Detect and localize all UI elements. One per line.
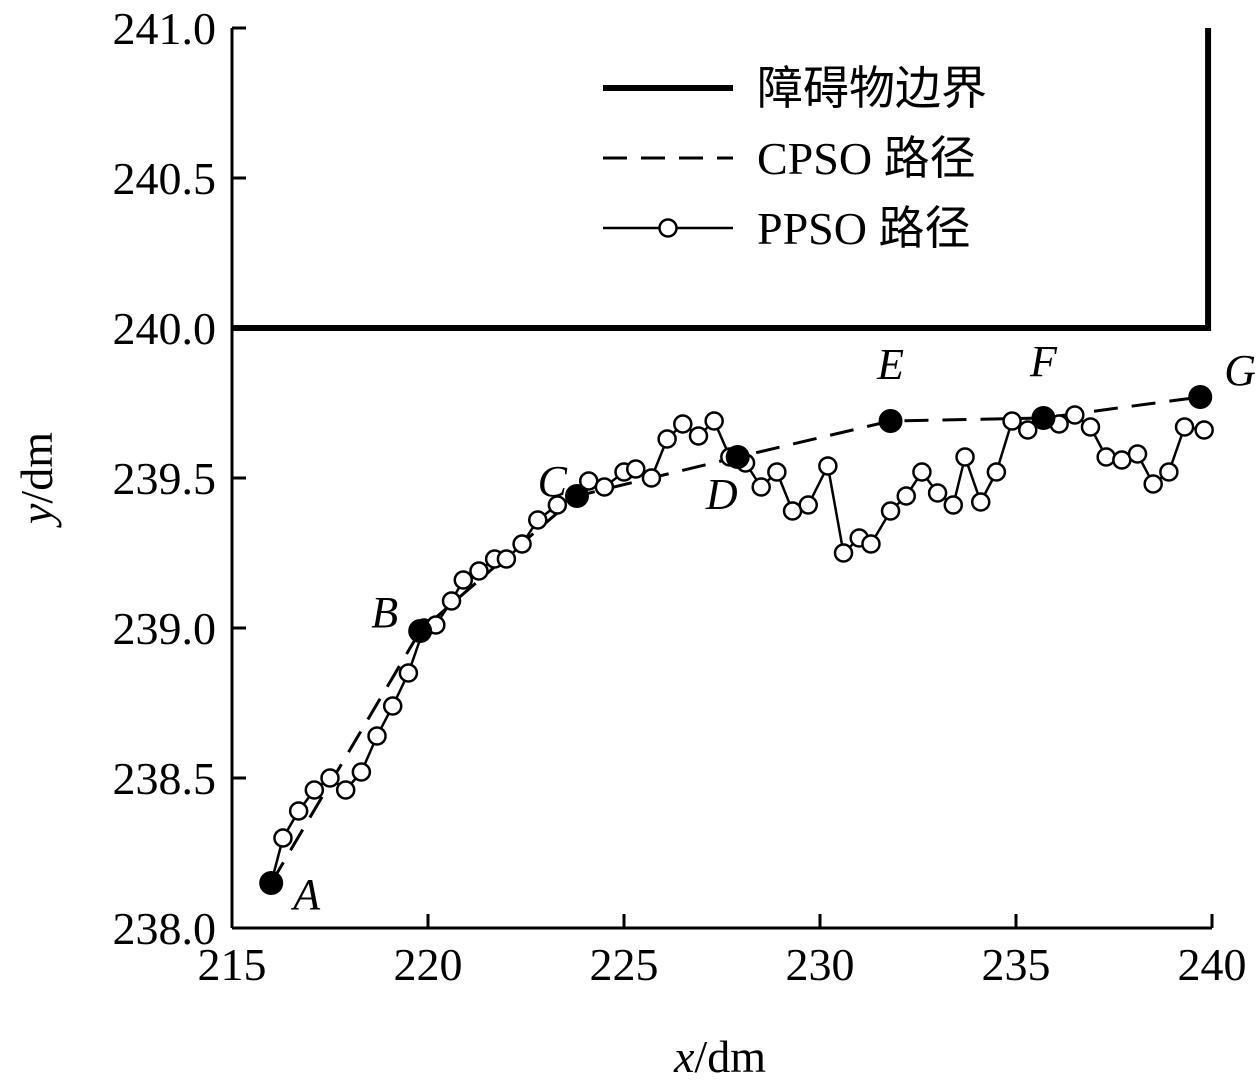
- legend-label-ppso: PPSO 路径: [757, 203, 970, 254]
- ppso-point: [1174, 417, 1195, 437]
- ppso-point: [1194, 420, 1214, 440]
- ppso-point: [970, 492, 991, 512]
- key-point-label: G: [1224, 346, 1256, 395]
- ppso-point: [986, 462, 1007, 482]
- ppso-point: [528, 510, 548, 530]
- key-point-f: [1031, 406, 1056, 430]
- y-tick-label: 240.0: [113, 303, 217, 354]
- ppso-point: [288, 801, 309, 821]
- y-tick-label: 239.5: [113, 453, 217, 504]
- y-tick-label: 240.5: [113, 153, 217, 204]
- ppso-point: [896, 486, 916, 506]
- key-point-e: [878, 409, 903, 433]
- ppso-point: [767, 462, 787, 482]
- obstacle-boundary-layer: [232, 28, 1212, 331]
- ppso-point: [367, 726, 387, 746]
- ppso-point: [818, 456, 838, 476]
- ppso-point: [955, 447, 975, 467]
- ppso-point: [704, 411, 724, 431]
- key-point-label: A: [290, 870, 321, 919]
- ppso-point: [351, 762, 372, 782]
- axes: 215 220 225 230 235 240 238.0 238.5 239.0 239.5 24…: [113, 3, 1247, 990]
- ppso-point: [641, 468, 662, 488]
- ppso-point: [626, 459, 646, 479]
- key-points-layer: A B C D E F G: [259, 337, 1256, 919]
- ppso-point: [1002, 411, 1022, 431]
- x-tick-label: 235: [982, 939, 1051, 990]
- ppso-point: [688, 426, 709, 446]
- ppso-point: [1159, 462, 1179, 482]
- key-point-label: B: [371, 588, 398, 637]
- x-tick-label: 240: [1178, 939, 1247, 990]
- key-point-a: [259, 871, 284, 895]
- ppso-point: [273, 828, 293, 848]
- ppso-point: [304, 780, 325, 800]
- ppso-point: [657, 429, 677, 449]
- ppso-point: [382, 696, 403, 716]
- legend-ppso-marker: [658, 218, 678, 238]
- legend-label-obstacle: 障碍物边界: [757, 63, 987, 114]
- ppso-point: [320, 768, 340, 788]
- key-point-label: E: [876, 340, 904, 389]
- ppso-point: [594, 477, 615, 497]
- ppso-point: [943, 495, 964, 515]
- x-tick-label: 215: [198, 939, 267, 990]
- ppso-point: [861, 534, 881, 554]
- ppso-point: [335, 780, 356, 800]
- key-point-b: [408, 619, 433, 643]
- x-tick-label: 220: [394, 939, 463, 990]
- ppso-point: [798, 495, 818, 515]
- ppso-point: [751, 477, 771, 497]
- ppso-point: [547, 495, 568, 515]
- ppso-point: [496, 549, 517, 569]
- ppso-point: [673, 414, 693, 434]
- legend: 障碍物边界 CPSO 路径 PPSO 路径: [603, 63, 987, 254]
- key-point-c: [564, 484, 589, 508]
- ppso-point: [1065, 405, 1085, 425]
- key-point-label: C: [538, 457, 568, 506]
- ppso-point: [833, 543, 854, 563]
- obstacle-boundary-line: [232, 28, 1212, 331]
- key-point-d: [725, 445, 750, 469]
- y-tick-label: 238.5: [113, 753, 217, 804]
- y-tick-label: 241.0: [113, 3, 217, 54]
- ppso-point: [1018, 420, 1038, 440]
- key-point-g: [1188, 385, 1213, 409]
- y-tick-label: 238.0: [113, 903, 217, 954]
- y-axis-title: y/dm: [11, 432, 62, 528]
- ppso-point: [1127, 444, 1148, 464]
- ppso-point: [441, 591, 462, 611]
- key-point-label: D: [705, 470, 738, 519]
- legend-label-cpso: CPSO 路径: [757, 133, 976, 184]
- ppso-point: [512, 534, 532, 554]
- ppso-point: [1096, 447, 1116, 467]
- x-tick-label: 230: [786, 939, 855, 990]
- ppso-point: [1080, 417, 1101, 437]
- ppso-point: [880, 501, 901, 521]
- ppso-point: [912, 462, 932, 482]
- ppso-point: [453, 570, 474, 590]
- ppso-point: [469, 561, 489, 581]
- ppso-point: [398, 663, 419, 683]
- y-tick-label: 239.0: [113, 603, 217, 654]
- ppso-point: [1143, 474, 1163, 494]
- x-axis-title: x/dm: [673, 1031, 766, 1082]
- x-tick-label: 225: [590, 939, 659, 990]
- ppso-point: [927, 483, 948, 503]
- key-point-label: F: [1029, 337, 1058, 386]
